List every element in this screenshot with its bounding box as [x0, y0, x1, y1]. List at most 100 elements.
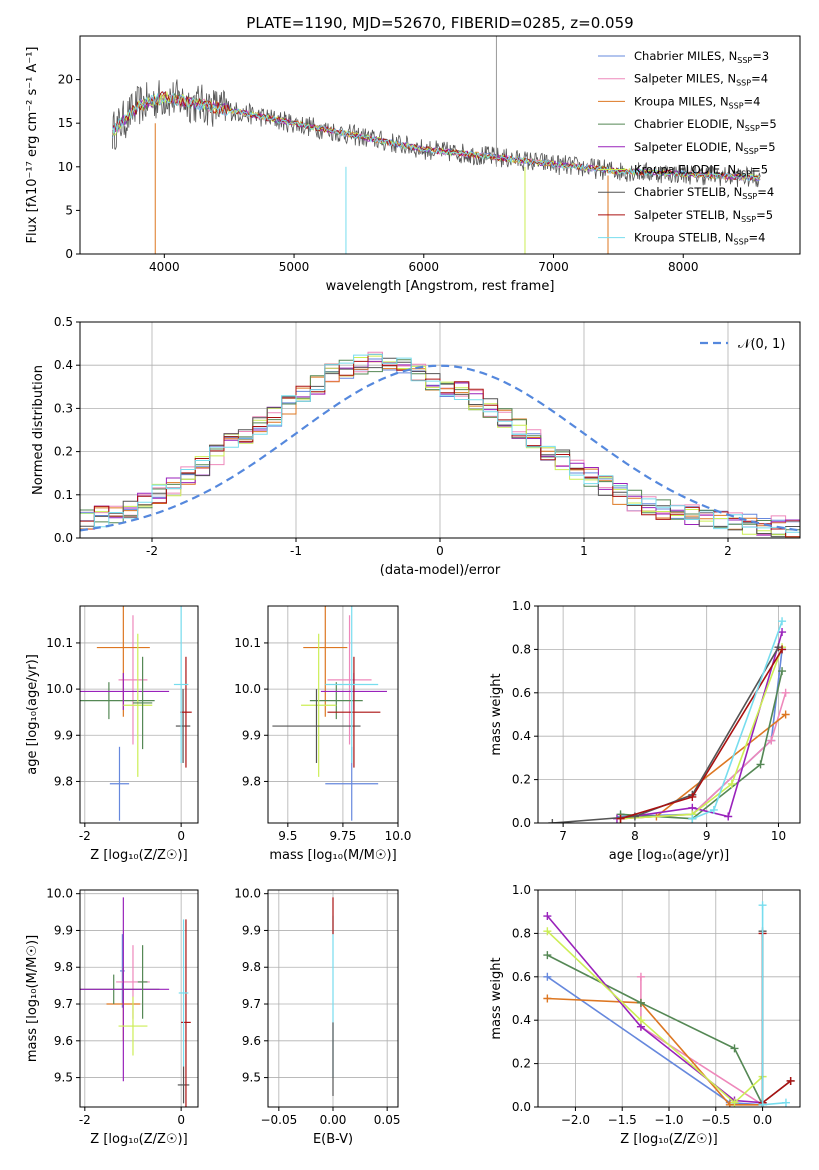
y-tick-label: 0.2	[512, 1057, 531, 1071]
series-cyan-marker	[688, 814, 697, 823]
series-green-marker	[730, 1044, 739, 1053]
axes-frame	[79, 605, 199, 824]
series-orange-marker	[543, 994, 552, 1003]
series-cyan-marker	[781, 1098, 790, 1107]
x-axis-label: wavelength [Angstrom, rest frame]	[326, 279, 555, 294]
axes-frame	[79, 35, 801, 255]
y-tick-label: 9.5	[54, 1071, 73, 1085]
series-orange-marker	[725, 1100, 734, 1107]
x-tick-label: −2.0	[561, 1113, 590, 1127]
y-tick-label: 0.0	[512, 816, 531, 830]
x-tick-label: 9.5	[278, 829, 297, 843]
legend-label-6: Chabrier STELIB, NSSP=4	[634, 185, 774, 201]
series-cyan-marker	[758, 901, 767, 910]
x-tick-label: -2	[79, 829, 91, 843]
legend-label-4: Salpeter ELODIE, NSSP=5	[634, 140, 776, 156]
series-green-line	[547, 954, 764, 1106]
series-orange-line	[547, 997, 763, 1106]
y-tick-label: 15	[58, 116, 73, 130]
series-cyan-line	[761, 905, 787, 1106]
x-tick-label: 10.0	[385, 829, 412, 843]
series-red-marker	[778, 645, 787, 654]
x-axis-label: (data-model)/error	[380, 563, 501, 578]
axes-frame	[79, 889, 199, 1108]
y-tick-label: 0.6	[512, 686, 531, 700]
x-axis-label: mass [log₁₀(M/M☉)]	[269, 848, 396, 863]
plot-area	[80, 606, 192, 821]
y-tick-label: 0.0	[54, 531, 73, 545]
series-lime-line	[546, 930, 764, 1104]
panel-age_vs_Z: -2 0 9.8 9.9 10.0 10.1 Z [log₁₀(Z/Z☉)] age [log…	[25, 605, 199, 863]
series-red-line	[620, 648, 783, 820]
series-blue-marker	[543, 972, 552, 981]
x-axis-label: Z [log₁₀(Z/Z☉)]	[90, 848, 187, 863]
plot-area	[272, 606, 387, 821]
series-cyan-marker	[778, 617, 787, 626]
x-tick-label: -2	[79, 1113, 91, 1127]
x-tick-label: 0	[177, 1113, 185, 1127]
panel-mass_weight_vs_age: 7 8 9 10 0.0 0.2 0.4 0.6 0.8 1.0 age [log₁₀(age/yr…	[489, 599, 801, 863]
series-green-marker	[778, 667, 787, 676]
y-tick-label: 10.0	[234, 682, 261, 696]
series-red-marker	[616, 814, 625, 823]
y-tick-label: 20	[58, 73, 73, 87]
series-green-marker	[543, 951, 552, 960]
figure-title: PLATE=1190, MJD=52670, FIBERID=0285, z=0…	[246, 14, 633, 32]
y-tick-label: 0.1	[54, 488, 73, 502]
plot-area	[548, 617, 790, 823]
plot-area	[543, 901, 795, 1107]
spectrum-legend: Chabrier MILES, NSSP=3 Salpeter MILES, NS…	[598, 49, 777, 247]
legend-label-5: Kroupa ELODIE, NSSP=5	[634, 163, 768, 179]
y-tick-label: 0	[65, 247, 73, 261]
series-pink-marker	[636, 972, 645, 981]
normal-reference-curve	[80, 364, 800, 532]
x-tick-label: 0.05	[374, 1113, 401, 1127]
y-tick-label: 9.8	[242, 774, 261, 788]
y-tick-label: 10.0	[46, 887, 73, 901]
x-tick-label: 9.75	[330, 829, 357, 843]
y-tick-label: 0.5	[54, 315, 73, 329]
y-tick-label: 10.0	[46, 682, 73, 696]
panel-residuals: 𝒩(0, 1) -2 -1 0 1 2 0.0 0.1 0.2 0.3 0.4 0.5 (data-mo…	[31, 315, 801, 578]
x-tick-label: −1.5	[608, 1113, 637, 1127]
y-tick-label: 10.1	[46, 636, 73, 650]
x-tick-label: -2	[146, 544, 158, 558]
x-tick-label: 0	[436, 544, 444, 558]
series-lime-marker	[543, 927, 552, 936]
y-tick-label: 9.8	[54, 774, 73, 788]
series-pink-marker	[767, 736, 776, 745]
series-purple-line	[546, 915, 763, 1104]
x-tick-label: 6000	[409, 260, 440, 274]
x-tick-label: 8	[631, 829, 639, 843]
spectrum-cyan-line	[112, 92, 761, 181]
y-axis-label: mass [log₁₀(M/M☉)]	[25, 935, 40, 1062]
series-purple-marker	[778, 628, 787, 637]
x-tick-label: 10	[771, 829, 786, 843]
x-axis-label: age [log₁₀(age/yr)]	[609, 848, 730, 863]
y-tick-label: 0.2	[54, 445, 73, 459]
y-tick-label: 9.9	[54, 728, 73, 742]
axes-frame	[267, 605, 399, 824]
series-cyan-line	[692, 620, 783, 820]
series-green-marker	[756, 760, 765, 769]
y-tick-label: 9.5	[242, 1071, 261, 1085]
panel-age_vs_mass: 9.5 9.75 10.0 9.8 9.9 10.0 10.1 mass [log₁₀(M/M…	[234, 605, 412, 863]
y-tick-label: 0.8	[512, 926, 531, 940]
y-axis-label: mass weight	[489, 673, 504, 755]
series-green-line	[620, 670, 783, 820]
panel-mass_vs_Z: -2 0 9.5 9.6 9.7 9.8 9.9 10.0 Z [log₁₀(Z/Z☉)] mas…	[25, 887, 199, 1147]
y-tick-label: 9.7	[54, 997, 73, 1011]
x-axis-label: E(B-V)	[313, 1132, 353, 1147]
series-gray-line	[552, 646, 780, 823]
legend-label-1: Salpeter MILES, NSSP=4	[634, 72, 768, 88]
series-gray-marker	[548, 819, 557, 823]
y-tick-label: 10	[58, 160, 73, 174]
x-tick-label: 7	[559, 829, 567, 843]
x-tick-label: 0	[177, 829, 185, 843]
axes-frame	[537, 605, 801, 824]
x-tick-label: -1	[290, 544, 302, 558]
y-tick-label: 10.0	[234, 887, 261, 901]
series-red-marker	[688, 792, 697, 801]
y-axis-label: Normed distribution	[31, 365, 46, 495]
